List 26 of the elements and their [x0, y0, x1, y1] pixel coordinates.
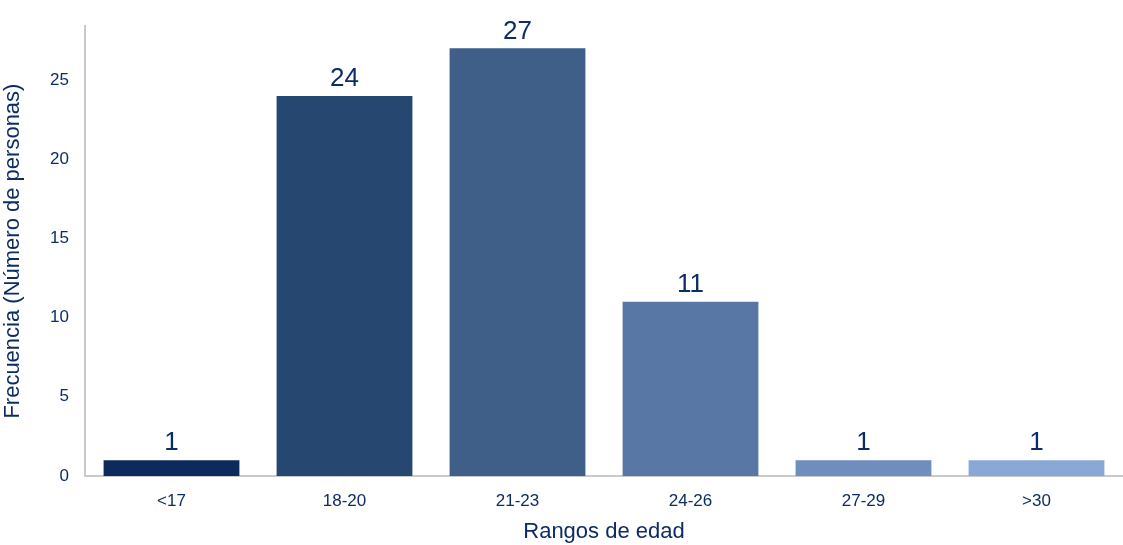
bar	[276, 95, 413, 476]
data-label: 1	[1029, 426, 1044, 457]
y-tick-label: 25	[50, 69, 69, 89]
x-axis-title: Rangos de edad	[523, 517, 685, 543]
bar	[103, 460, 240, 476]
y-tick-label: 10	[50, 307, 69, 327]
x-tick-label: >30	[1022, 490, 1051, 510]
data-label: 11	[677, 267, 704, 298]
x-tick-label: 21-23	[495, 490, 540, 510]
x-tick-label: <17	[157, 490, 186, 510]
x-tick-label: 27-29	[841, 490, 886, 510]
bar	[795, 460, 932, 476]
y-tick-label: 5	[59, 386, 69, 406]
data-label: 24	[330, 62, 359, 93]
data-label: 1	[856, 426, 871, 457]
bar	[449, 48, 586, 476]
bar	[968, 460, 1105, 476]
y-tick-label: 0	[59, 465, 69, 485]
data-label: 1	[164, 426, 179, 457]
x-tick-label: 24-26	[668, 490, 713, 510]
y-axis-title: Frecuencia (Número de personas)	[0, 83, 25, 419]
x-tick-label: 18-20	[322, 490, 367, 510]
y-tick-label: 20	[50, 148, 69, 168]
y-tick-label: 15	[50, 228, 69, 248]
data-label: 27	[503, 14, 532, 45]
bar	[622, 301, 759, 476]
